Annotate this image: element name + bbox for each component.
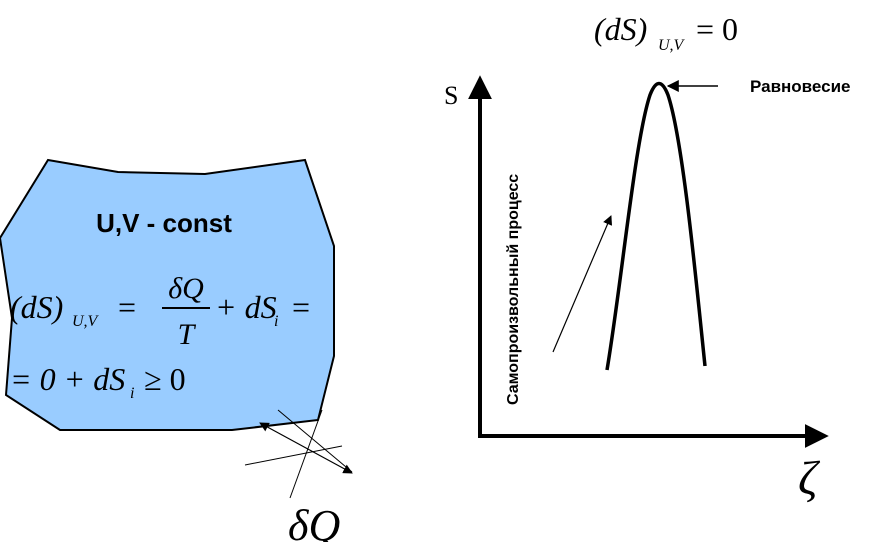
hatch-line-2	[289, 409, 323, 499]
heat-label: δQ	[288, 501, 340, 542]
eq2-rest: ≥ 0	[144, 361, 186, 397]
blob-title: U,V - const	[96, 208, 232, 238]
heat-arrow	[259, 422, 353, 474]
top-eq-lhs: (dS)	[594, 11, 647, 47]
eq1-lhs: (dS)	[10, 289, 63, 325]
entropy-curve	[605, 81, 707, 371]
entropy-equation-line2: = 0 + dS i ≥ 0	[10, 361, 186, 402]
eq1-frac-num: δQ	[168, 272, 204, 305]
eq2-text: = 0 + dS	[10, 361, 125, 397]
process-label: Самопроизвольный процесс	[505, 174, 522, 405]
equilibrium-condition: (dS) U,V = 0	[594, 11, 738, 54]
y-axis-label: S	[444, 81, 458, 110]
top-eq-rhs: = 0	[696, 11, 738, 47]
process-arrow	[552, 215, 613, 353]
entropy-equation-line1: (dS) U,V = δQ T + dS i =	[10, 272, 310, 351]
eq1-equals-2: =	[292, 289, 310, 325]
eq1-plus-dsi: + dS	[215, 289, 277, 325]
eq1-lhs-sub: U,V	[72, 313, 100, 330]
eq1-frac-den: T	[178, 318, 197, 351]
heat-flow-arrows	[244, 409, 353, 499]
eq2-sub: i	[130, 385, 134, 402]
x-axis-label: ζ	[798, 452, 821, 505]
top-eq-sub: U,V	[658, 37, 686, 54]
hatch-line-1	[277, 409, 353, 473]
eq1-equals: =	[118, 289, 136, 325]
eq1-plus-sub: i	[274, 313, 278, 330]
equilibrium-label: Равновесие	[750, 77, 851, 96]
hatch-line-3	[244, 445, 343, 466]
